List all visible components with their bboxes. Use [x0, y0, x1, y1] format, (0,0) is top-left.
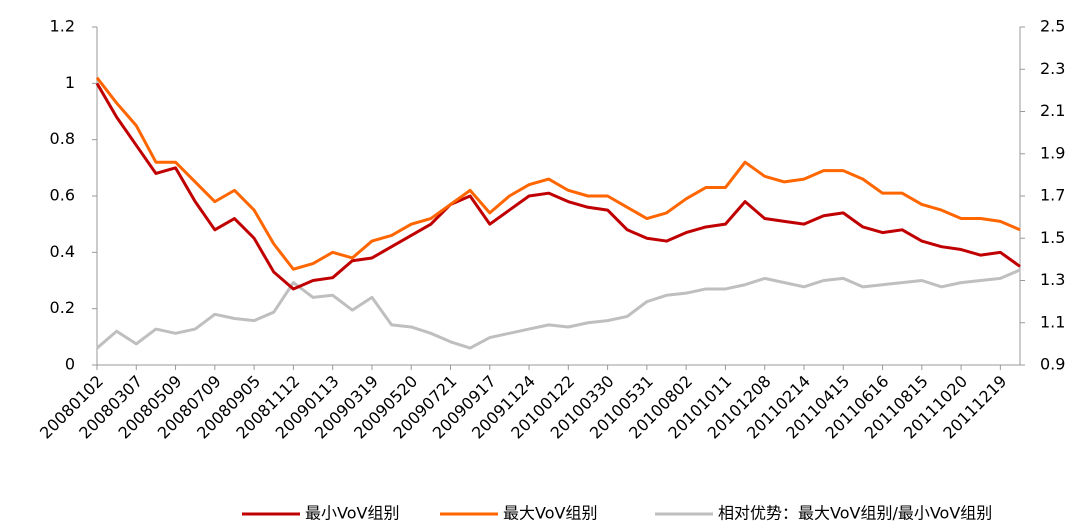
y-tick-label: 1.2: [50, 17, 75, 36]
y-tick-label: 0.2: [50, 298, 75, 317]
legend-label: 最大VoV组别: [503, 504, 597, 523]
y-tick-label: 0.6: [50, 186, 75, 205]
y-tick-label: 0.8: [50, 129, 75, 148]
y-tick-label: 0: [65, 355, 75, 374]
series-line: [95, 82, 1021, 291]
y2-tick-label: 2.3: [1040, 59, 1065, 78]
y2-tick-label: 1.1: [1040, 312, 1065, 331]
legend-label: 相对优势：最大VoV组别/最小VoV组别: [718, 504, 992, 523]
y-tick-label: 0.4: [50, 242, 75, 261]
y2-tick-label: 1.5: [1040, 228, 1065, 247]
y2-tick-label: 1.9: [1040, 143, 1065, 162]
y2-tick-label: 2.1: [1040, 101, 1065, 120]
series-line: [96, 268, 1021, 350]
y2-tick-label: 1.3: [1040, 270, 1065, 289]
y2-tick-label: 1.7: [1040, 186, 1065, 205]
y2-tick-label: 2.5: [1040, 17, 1065, 36]
y-tick-label: 1: [65, 73, 75, 92]
y2-tick-label: 0.9: [1040, 355, 1065, 374]
legend-label: 最小VoV组别: [305, 504, 399, 523]
series-line: [95, 76, 1021, 271]
